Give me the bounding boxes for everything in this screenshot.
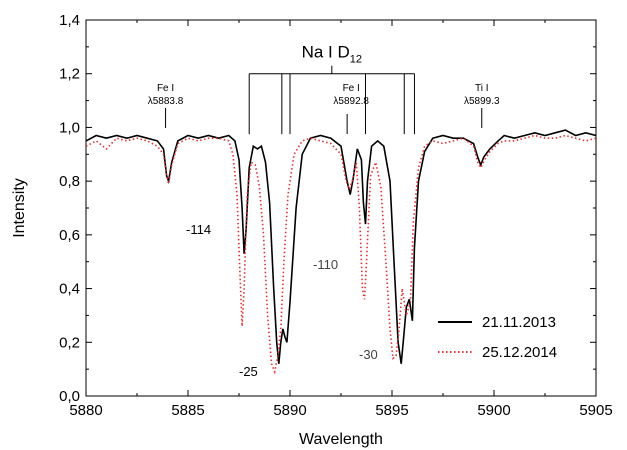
y-tick-label: 0,2 (59, 334, 80, 351)
x-axis-title: Wavelength (299, 431, 383, 448)
line-annotations: Fe I λ5883.8 Fe I λ5892.8 Ti I λ5899.3 -… (148, 83, 500, 379)
y-axis-title: Intensity (11, 178, 28, 238)
y-tick-label: 0,8 (59, 173, 80, 190)
legend-label-series-1: 21.11.2013 (482, 314, 556, 331)
y-tick-label: 1,2 (59, 66, 80, 83)
y-tick-label: 1,4 (59, 12, 80, 29)
velocity-label-minus-114: -114 (186, 222, 211, 237)
na-title-subscript: 12 (350, 54, 362, 66)
axis-ticks (85, 19, 597, 397)
legend: 21.11.2013 25.12.2014 (438, 314, 557, 361)
y-tick-label: 0,0 (59, 388, 80, 405)
fe-line-1-name: Fe I (157, 83, 174, 94)
na-d12-title: Na I D12 (302, 43, 362, 66)
x-tick-label: 5885 (171, 402, 204, 419)
series-line-1 (85, 129, 597, 364)
y-tick-label: 0,6 (59, 227, 80, 244)
ti-line-wavelength: λ5899.3 (464, 96, 500, 107)
series-line-2 (85, 134, 597, 375)
plot-frame (85, 19, 597, 397)
velocity-label-minus-110: -110 (313, 257, 338, 272)
x-tick-label: 5900 (477, 402, 510, 419)
legend-label-series-2: 25.12.2014 (482, 344, 557, 361)
series-layer (85, 129, 597, 375)
na-d12-bracket (248, 65, 415, 135)
y-tick-label: 0,4 (59, 281, 80, 298)
x-tick-label: 5890 (273, 402, 306, 419)
velocity-label-minus-25: -25 (239, 364, 258, 379)
velocity-label-minus-30: -30 (359, 347, 378, 362)
fe-line-2-wavelength: λ5892.8 (333, 96, 369, 107)
x-tick-label: 5895 (375, 402, 408, 419)
x-tick-label: 5880 (69, 402, 102, 419)
fe-line-2-name: Fe I (343, 83, 360, 94)
fe-line-1-wavelength: λ5883.8 (148, 96, 184, 107)
plot-area-border (85, 19, 597, 397)
x-tick-label: 5905 (579, 402, 612, 419)
na-title-main: Na I D (302, 43, 350, 62)
axis-tick-labels: 5880 5885 5890 5895 5900 5905 0,0 0,2 0,4 0,6 0,8 1… (59, 12, 613, 419)
y-tick-label: 1,0 (59, 119, 80, 136)
ti-line-name: Ti I (475, 83, 489, 94)
